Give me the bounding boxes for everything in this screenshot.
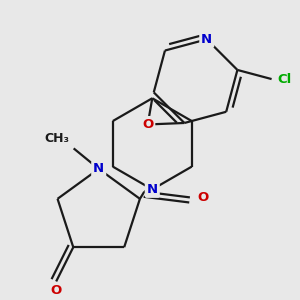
Text: CH₃: CH₃ bbox=[44, 132, 69, 145]
Text: O: O bbox=[198, 191, 209, 204]
Text: Cl: Cl bbox=[277, 73, 292, 85]
Text: N: N bbox=[93, 162, 104, 176]
Text: N: N bbox=[147, 183, 158, 196]
Text: O: O bbox=[142, 118, 153, 131]
Text: O: O bbox=[50, 284, 62, 297]
Text: N: N bbox=[201, 33, 212, 46]
